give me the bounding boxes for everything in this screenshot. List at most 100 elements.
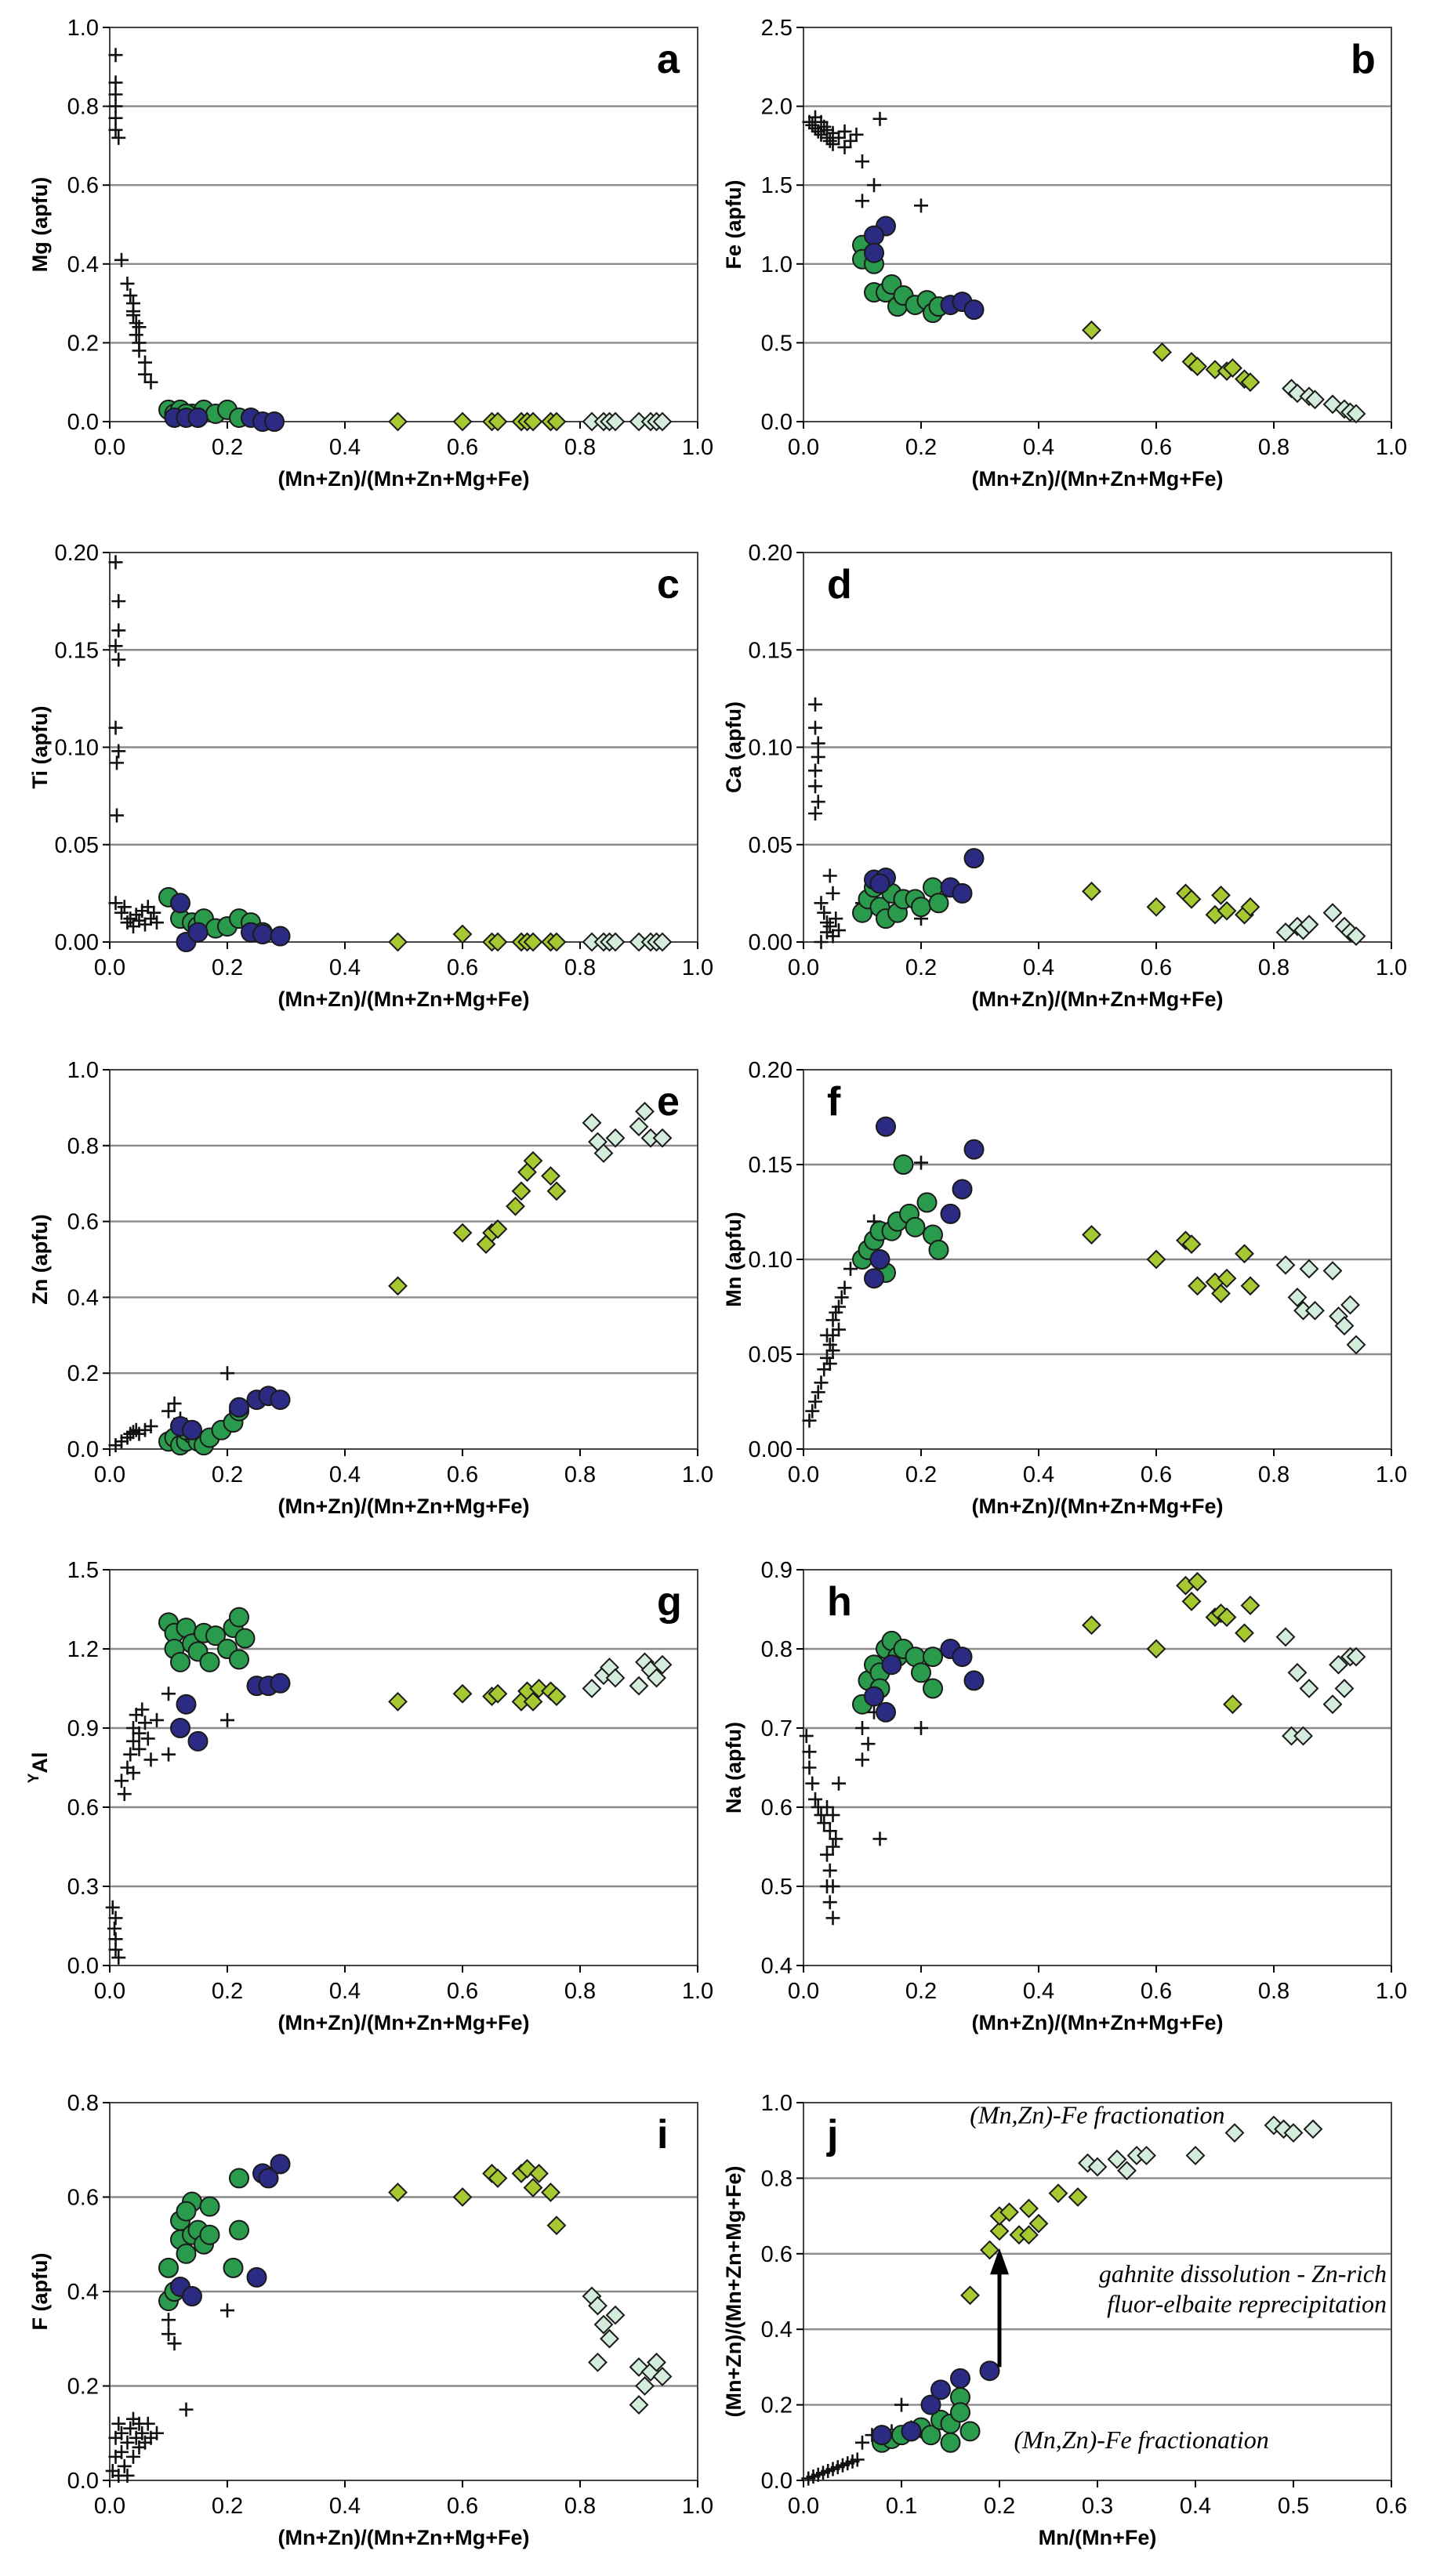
data-point-cross (805, 118, 820, 132)
data-point-diamond (588, 2352, 608, 2372)
data-point-diamond (546, 1181, 567, 1201)
x-tick-label: 1.0 (1376, 1979, 1407, 2004)
data-point-diamond (605, 932, 626, 952)
y-axis-label: Na (apfu) (722, 1722, 745, 1813)
data-point-circle (864, 225, 884, 246)
data-point-cross (111, 130, 126, 145)
y-tick-label: 0.0 (67, 1437, 99, 1462)
data-point-cross (867, 178, 881, 193)
series-pale (1275, 1627, 1366, 1746)
data-point-diamond (1305, 1300, 1325, 1321)
data-point-diamond (1240, 372, 1260, 393)
data-point-cross (161, 2327, 176, 2342)
data-point-cross (814, 1375, 829, 1390)
data-point-circle (258, 2168, 279, 2189)
data-point-cross (837, 1281, 852, 1295)
data-point-circle (199, 2196, 220, 2217)
data-point-circle (876, 1701, 896, 1723)
data-point-cross (855, 2435, 869, 2450)
data-point-diamond (511, 1181, 531, 1201)
data-point-diamond (452, 2187, 473, 2207)
arrow-head (990, 2248, 1009, 2275)
series-green (158, 1607, 256, 1672)
data-point-cross (820, 1800, 834, 1814)
data-point-cross (825, 1879, 840, 1893)
data-point-diamond (488, 411, 508, 432)
y-tick-label: 0.5 (761, 331, 793, 356)
data-point-cross (108, 1911, 123, 1926)
data-point-diamond (1346, 926, 1366, 946)
x-tick-label: 0.6 (447, 1462, 478, 1487)
panel-i: 0.0 0.2 0.4 0.6 0.8 0.0 0.2 0.4 0.6 0.8 1.0 (Mn+Zn)… (28, 2091, 713, 2549)
data-point-diamond (541, 2183, 560, 2202)
plot-frame (109, 1069, 698, 1450)
data-point-diamond (388, 1691, 408, 1712)
data-point-circle (869, 1249, 890, 1270)
data-point-diamond (600, 2328, 619, 2349)
y-tick-label: 0.6 (761, 1795, 793, 1821)
data-point-diamond (652, 1128, 673, 1148)
data-point-cross (837, 124, 852, 139)
data-point-circle (959, 2421, 981, 2442)
y-tick-label: 0.7 (761, 1716, 793, 1741)
series-pale (582, 1652, 673, 1698)
data-point-circle (979, 2360, 1000, 2382)
data-point-diamond (546, 932, 567, 952)
data-point-cross (179, 2402, 194, 2417)
series-cross (108, 1366, 234, 1453)
data-point-cross (805, 1776, 820, 1791)
data-point-circle (246, 2266, 267, 2288)
data-point-cross (117, 900, 132, 915)
data-point-circle (923, 1647, 943, 1668)
x-tick-label: 0.0 (94, 1462, 125, 1487)
x-tick-label: 0.4 (329, 1979, 361, 2004)
data-point-diamond (1185, 2146, 1206, 2165)
series-lime (388, 1150, 567, 1296)
data-point-cross (147, 905, 161, 920)
x-tick-label: 0.6 (1141, 1979, 1172, 2004)
data-point-circle (170, 1651, 190, 1672)
data-point-cross (150, 915, 164, 930)
data-point-circle (920, 2394, 941, 2415)
data-point-circle (199, 2224, 220, 2245)
data-point-circle (223, 2257, 244, 2278)
data-point-circle (920, 2425, 941, 2446)
data-point-diamond (1287, 1287, 1308, 1307)
data-point-cross (117, 1787, 132, 1802)
series-pale (582, 1101, 673, 1163)
data-point-diamond (523, 411, 543, 432)
data-point-cross (111, 744, 126, 759)
y-axis-label: F (apfu) (28, 2253, 52, 2331)
data-point-cross (829, 911, 843, 926)
data-point-diamond (1346, 404, 1366, 424)
data-point-diamond (546, 1687, 567, 1707)
data-point-diamond (1181, 889, 1202, 909)
data-point-cross (822, 919, 837, 934)
data-point-circle (176, 2243, 197, 2264)
data-point-diamond (1188, 357, 1207, 376)
y-tick-label: 0.8 (67, 95, 99, 120)
data-point-circle (963, 1670, 985, 1691)
data-point-diamond (388, 1276, 408, 1296)
data-point-diamond (1322, 1261, 1343, 1281)
y-tick-label: 1.0 (761, 252, 793, 277)
data-point-cross (126, 2449, 140, 2464)
data-point-circle (963, 1139, 985, 1160)
data-point-diamond (635, 2376, 655, 2396)
data-point-cross (820, 1847, 834, 1862)
data-point-diamond (1240, 1596, 1260, 1615)
data-point-cross (802, 1413, 817, 1428)
series-green (852, 1630, 943, 1715)
x-tick-label: 1.0 (1376, 955, 1407, 980)
x-tick-label: 0.8 (564, 1462, 596, 1487)
data-point-cross (822, 1895, 837, 1910)
data-point-diamond (1028, 2213, 1049, 2234)
y-tick-label: 0.8 (761, 2166, 793, 2191)
series-blue (170, 893, 291, 952)
data-point-circle (864, 1268, 884, 1289)
y-tick-label: 0.9 (761, 1558, 793, 1583)
data-point-cross (808, 779, 822, 794)
data-point-circle (205, 1625, 226, 1647)
data-point-cross (817, 1816, 832, 1831)
data-point-cross (108, 48, 123, 63)
